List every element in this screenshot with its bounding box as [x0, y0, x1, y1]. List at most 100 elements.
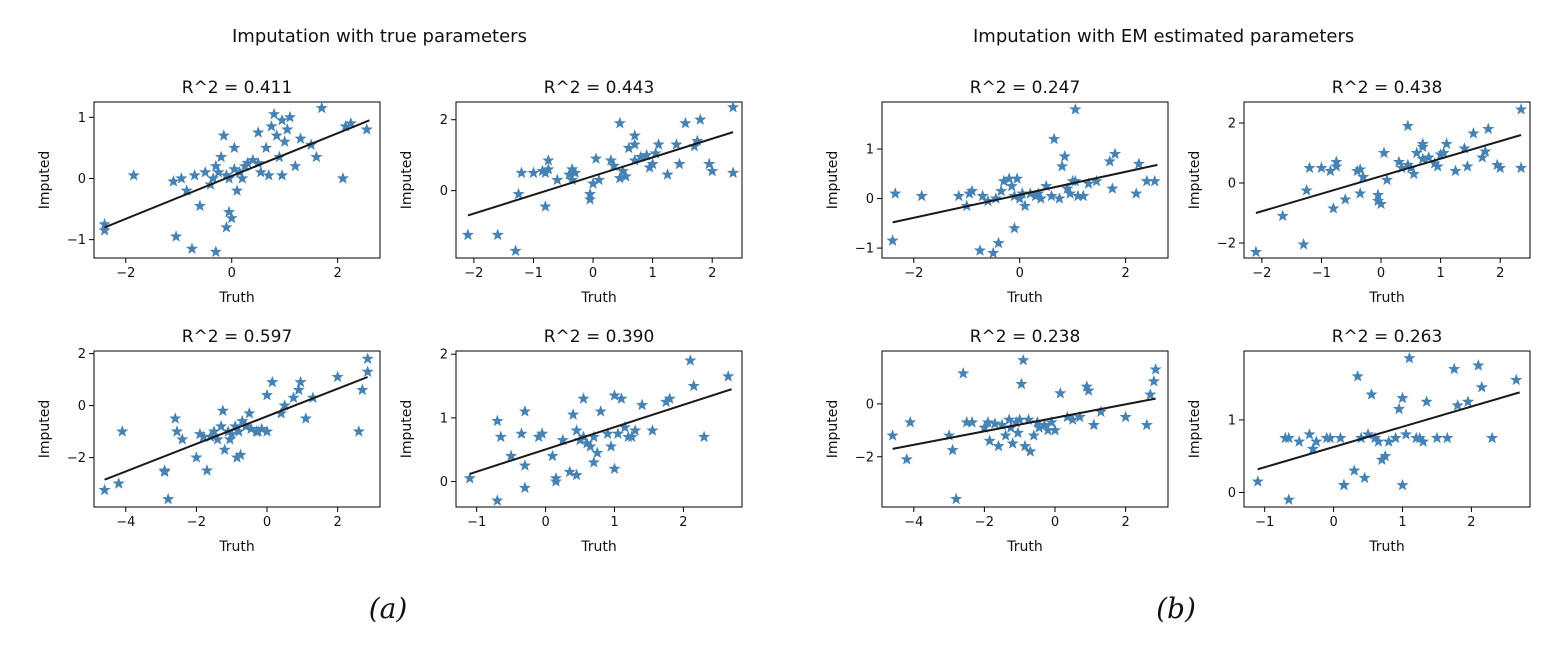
- data-point-star: [687, 379, 700, 392]
- data-point-star: [1006, 437, 1019, 449]
- data-point-star: [636, 398, 649, 411]
- y-tick-label: 1: [866, 143, 874, 158]
- data-point-star: [569, 166, 582, 179]
- data-point-star: [594, 405, 607, 417]
- data-point-star: [567, 408, 580, 420]
- data-point-star: [169, 412, 182, 424]
- data-point-star: [563, 465, 576, 478]
- data-point-star: [158, 465, 171, 478]
- data-point-star: [1249, 245, 1262, 258]
- data-point-star: [1403, 351, 1416, 364]
- data-point-star: [262, 169, 275, 181]
- data-point-star: [225, 211, 238, 224]
- data-point-star: [243, 407, 256, 419]
- data-point-star: [275, 169, 289, 181]
- data-point-star: [1355, 431, 1368, 444]
- data-point-star: [646, 157, 659, 170]
- data-point-star: [527, 166, 540, 179]
- y-axis-label: Imputed: [37, 400, 53, 459]
- chart-panel-8: R^2 = 0.263 −1 0 1 2 0 1 Truth Imputed: [1187, 327, 1531, 555]
- data-point-star: [584, 440, 597, 452]
- data-point-star: [976, 189, 989, 202]
- data-point-star: [1315, 161, 1328, 174]
- x-tick-label: 0: [541, 515, 549, 530]
- chart-title: R^2 = 0.438: [1332, 78, 1443, 98]
- data-point-star: [223, 205, 236, 218]
- x-tick-label: 0: [589, 266, 597, 281]
- y-tick-label: 0: [78, 172, 86, 187]
- data-point-star: [1297, 238, 1310, 250]
- data-point-star: [228, 141, 241, 154]
- data-point-star: [512, 187, 525, 200]
- data-point-star: [1422, 151, 1435, 163]
- chart-panel-5: R^2 = 0.247 −2 0 2 −1 0 1 Truth Imputed: [825, 78, 1169, 306]
- data-point-star: [518, 405, 531, 417]
- data-point-star: [1407, 167, 1420, 180]
- data-point-star: [684, 354, 697, 366]
- data-point-star: [200, 464, 214, 476]
- x-tick-label: 2: [1496, 266, 1504, 281]
- data-point-star: [1334, 431, 1347, 444]
- data-point-star: [1339, 193, 1352, 205]
- data-point-star: [628, 138, 641, 150]
- data-point-star: [1061, 182, 1074, 194]
- data-point-star: [542, 154, 555, 166]
- chart-panel-6: R^2 = 0.438 −2 −1 0 1 2 −2 0 2 Truth Imputed: [1187, 78, 1531, 306]
- data-point-star: [1130, 187, 1143, 199]
- data-point-star: [1461, 160, 1474, 172]
- x-axis-label: Truth: [1006, 539, 1043, 555]
- data-point-star: [294, 375, 307, 388]
- data-point-star: [952, 189, 965, 202]
- data-point-star: [663, 392, 676, 404]
- data-point-star: [570, 424, 583, 436]
- x-tick-label: 2: [708, 266, 716, 281]
- data-point-star: [1351, 370, 1364, 382]
- data-point-star: [494, 430, 507, 443]
- data-point-star: [1392, 155, 1405, 168]
- data-point-star: [268, 107, 281, 120]
- x-axis-label: Truth: [1368, 290, 1405, 306]
- data-point-star: [973, 244, 987, 256]
- data-point-star: [988, 417, 1002, 429]
- data-point-star: [886, 429, 899, 441]
- y-axis-label: Imputed: [1187, 400, 1203, 459]
- data-point-star: [344, 117, 357, 129]
- data-point-star: [209, 159, 222, 172]
- data-point-star: [1147, 375, 1160, 387]
- data-point-star: [162, 492, 175, 505]
- data-point-star: [127, 169, 140, 181]
- data-point-star: [1310, 435, 1323, 447]
- data-point-star: [1374, 197, 1388, 210]
- chart-panel-4: R^2 = 0.390 −1 0 1 2 0 1 2 Truth Imputed: [399, 327, 743, 555]
- data-point-star: [1379, 449, 1392, 462]
- data-point-star: [957, 367, 970, 379]
- data-point-star: [646, 424, 659, 436]
- data-point-star: [1330, 160, 1343, 172]
- data-point-star: [981, 416, 994, 428]
- data-point-star: [254, 165, 267, 178]
- left-caption: (a): [368, 592, 408, 625]
- plot-frame: [1243, 101, 1531, 259]
- chart-title: R^2 = 0.597: [182, 327, 293, 347]
- data-point-star: [230, 184, 244, 196]
- data-point-star: [1420, 395, 1433, 407]
- data-point-star: [281, 123, 294, 135]
- x-tick-label: 0: [228, 266, 236, 281]
- regression-line: [104, 376, 369, 481]
- y-tick-label: 2: [1228, 117, 1236, 132]
- x-axis-label: Truth: [1368, 539, 1405, 555]
- data-point-star: [619, 170, 632, 182]
- data-point-star: [625, 430, 638, 443]
- data-point-star: [661, 168, 674, 180]
- data-point-star: [1015, 377, 1028, 390]
- data-point-star: [515, 427, 528, 439]
- data-point-star: [1069, 103, 1082, 115]
- data-point-star: [1282, 431, 1295, 444]
- x-tick-label: 0: [1016, 266, 1024, 281]
- data-point-star: [727, 166, 740, 179]
- data-point-star: [608, 462, 621, 474]
- data-point-star: [1149, 363, 1162, 375]
- y-tick-label: −2: [1217, 237, 1236, 252]
- regression-line: [467, 131, 734, 217]
- chart-title: R^2 = 0.390: [544, 327, 655, 347]
